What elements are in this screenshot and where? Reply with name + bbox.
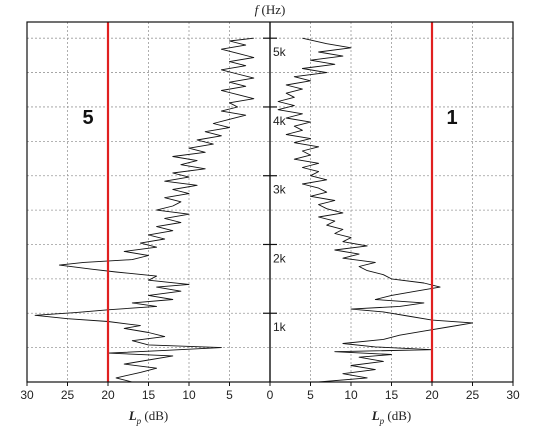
panel-label-right: 1: [446, 107, 457, 129]
freq-label: 3k: [273, 183, 287, 197]
ticks: [26, 37, 514, 386]
series-line-left: [34, 37, 255, 383]
freq-label: 1k: [273, 320, 287, 334]
x-tick-label: 25: [61, 388, 75, 402]
y-axis-title: f (Hz): [255, 2, 286, 17]
x-tick-label: 20: [101, 388, 115, 402]
panel-label-left: 5: [82, 107, 93, 129]
x-axis-title-left: Lp (dB): [128, 408, 169, 426]
freq-label: 5k: [273, 45, 287, 59]
x-tick-label: 10: [182, 388, 196, 402]
labels: 30 25 20 15 10 5 0 5 10 15 20 25 30 1k 2k 3k 4k 5k 5 1: [20, 45, 520, 402]
reference-lines: [106, 22, 434, 382]
x-axis-title-right: Lp (dB): [371, 408, 412, 426]
x-tick-label: 15: [385, 388, 399, 402]
freq-label: 2k: [273, 251, 287, 265]
x-tick-label: 10: [344, 388, 358, 402]
x-tick-label: 25: [466, 388, 480, 402]
x-tick-label: 30: [20, 388, 34, 402]
freq-label: 4k: [273, 114, 287, 128]
x-tick-label: 0: [267, 388, 274, 402]
x-tick-label: 20: [425, 388, 439, 402]
x-tick-label: 30: [506, 388, 520, 402]
x-tick-label: 15: [142, 388, 156, 402]
x-tick-label: 5: [226, 388, 233, 402]
x-tick-label: 5: [307, 388, 314, 402]
